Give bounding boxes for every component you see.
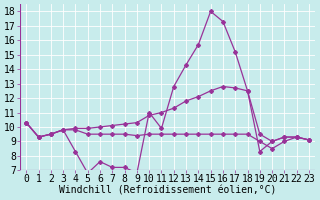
X-axis label: Windchill (Refroidissement éolien,°C): Windchill (Refroidissement éolien,°C) xyxy=(59,186,276,196)
